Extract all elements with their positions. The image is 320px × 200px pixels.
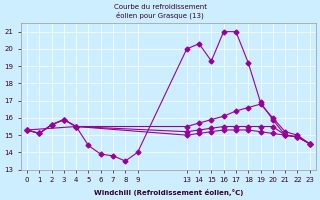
X-axis label: Windchill (Refroidissement éolien,°C): Windchill (Refroidissement éolien,°C) [94, 189, 243, 196]
Text: Courbe du refroidissement
éolien pour Grasque (13): Courbe du refroidissement éolien pour Gr… [114, 4, 206, 19]
